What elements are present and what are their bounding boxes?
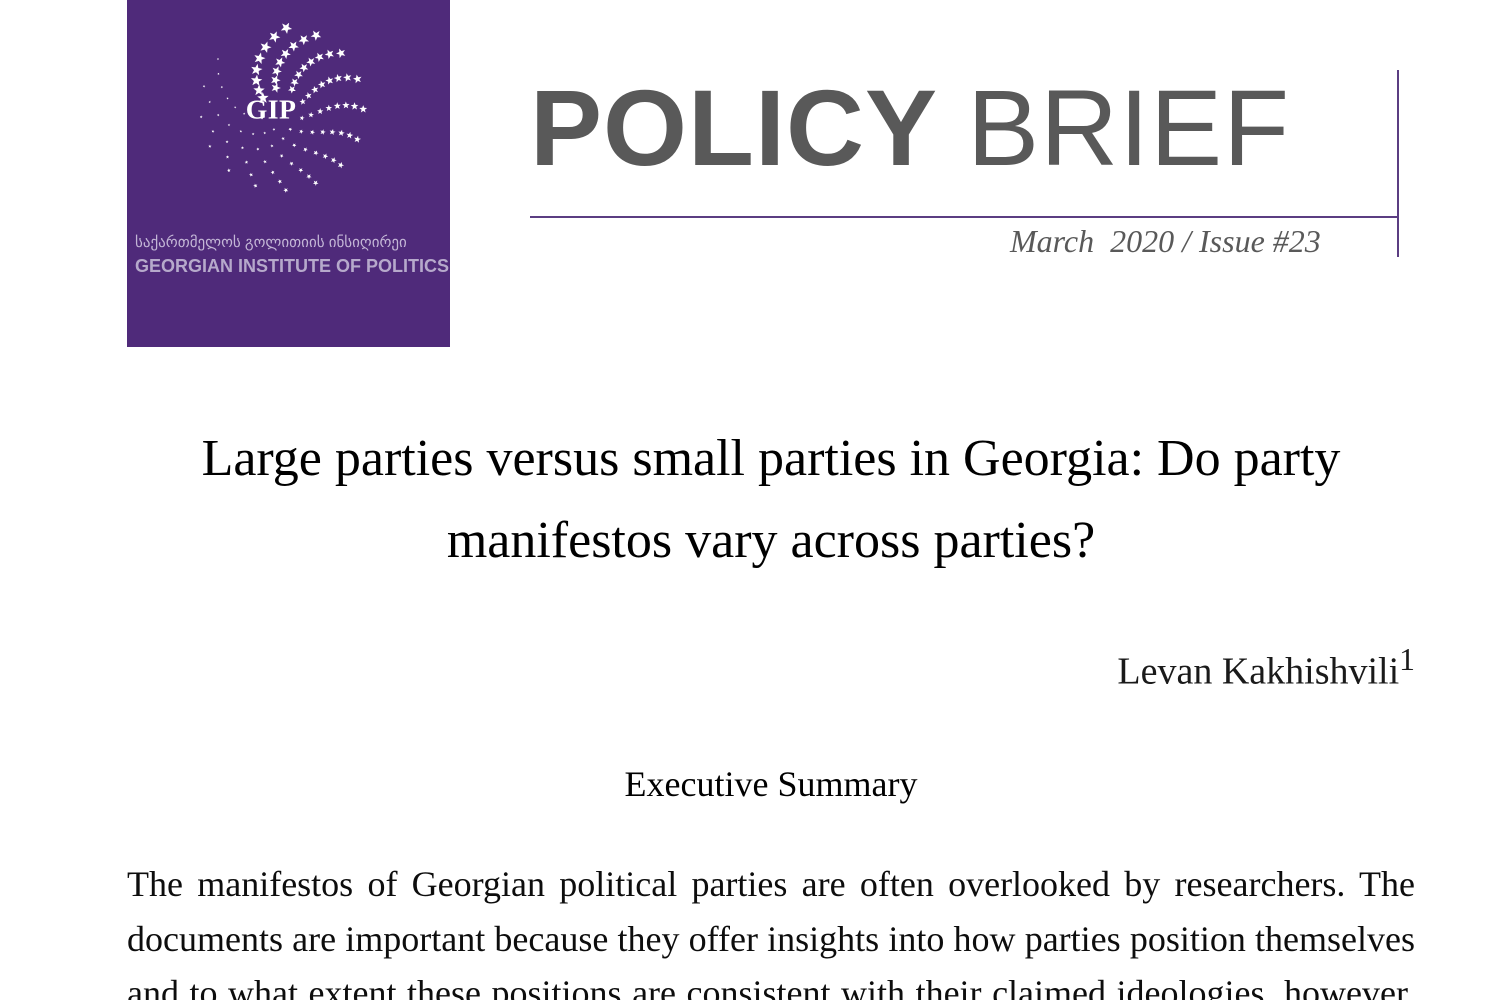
svg-text:GIP: GIP xyxy=(246,94,297,125)
